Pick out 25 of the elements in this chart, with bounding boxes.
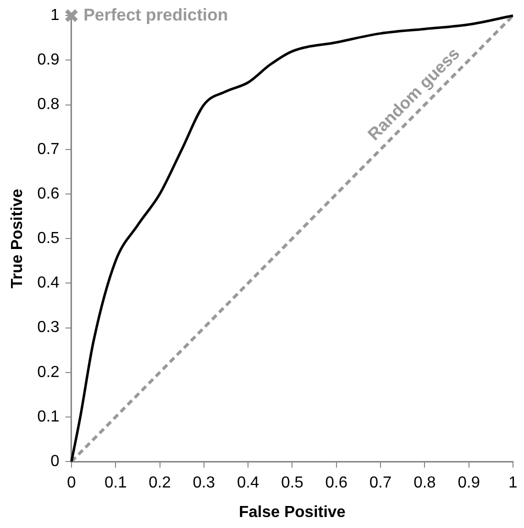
- y-tick-label: 0.9: [37, 52, 60, 69]
- y-tick-label: 0.8: [37, 96, 60, 114]
- y-tick-label: 0.3: [37, 319, 60, 336]
- y-tick-label: 0.6: [37, 185, 60, 202]
- x-tick-label: 0.8: [414, 474, 436, 492]
- x-tick-label: 1: [508, 474, 518, 492]
- x-tick-label: 0.9: [458, 474, 480, 492]
- x-axis-title: False Positive: [238, 504, 346, 521]
- x-tick-label: 0: [66, 474, 76, 492]
- x-tick-label: 0.6: [325, 474, 348, 492]
- y-tick-label: 0: [50, 453, 60, 470]
- y-tick-label: 0.4: [37, 274, 60, 292]
- x-tick-label: 0.3: [192, 474, 216, 492]
- y-tick-label: 0.5: [37, 230, 60, 248]
- x-tick-label: 0.7: [369, 474, 392, 492]
- y-tick-label: 0.1: [37, 408, 60, 426]
- x-tick-label: 0.4: [236, 474, 260, 492]
- x-tick-label: 0.5: [281, 474, 304, 492]
- y-tick-label: 0.2: [37, 364, 60, 381]
- annotation: Perfect prediction: [83, 5, 228, 24]
- y-axis-title: True Positive: [9, 188, 26, 288]
- y-tick-label: 0.7: [37, 140, 60, 158]
- x-tick-label: 0.2: [148, 474, 171, 492]
- y-tick-label: 1: [50, 7, 60, 24]
- x-tick-label: 0.1: [104, 474, 127, 492]
